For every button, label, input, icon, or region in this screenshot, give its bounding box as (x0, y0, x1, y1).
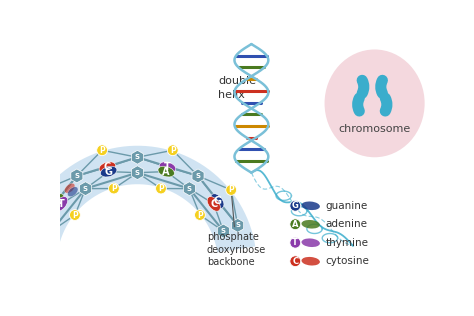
Ellipse shape (50, 200, 59, 210)
Text: S: S (49, 228, 54, 234)
Ellipse shape (41, 247, 51, 258)
Ellipse shape (31, 224, 40, 235)
Text: G: G (105, 167, 113, 177)
Polygon shape (218, 224, 229, 238)
Text: T: T (58, 199, 64, 209)
Ellipse shape (54, 203, 63, 212)
Ellipse shape (46, 229, 55, 240)
Ellipse shape (40, 240, 45, 247)
Polygon shape (19, 146, 255, 252)
Text: A: A (292, 220, 299, 229)
Circle shape (290, 237, 301, 248)
Text: C: C (210, 199, 218, 209)
Text: G: G (292, 201, 299, 210)
Text: thymine: thymine (325, 238, 368, 248)
Ellipse shape (99, 162, 116, 173)
Circle shape (70, 210, 80, 220)
Ellipse shape (26, 245, 35, 256)
Ellipse shape (55, 197, 68, 211)
Ellipse shape (47, 226, 56, 236)
Circle shape (97, 145, 108, 156)
Polygon shape (183, 182, 195, 196)
Text: phosphate
deoxyribose
backbone: phosphate deoxyribose backbone (207, 193, 266, 267)
Text: S: S (74, 173, 79, 179)
Text: P: P (197, 210, 203, 220)
Ellipse shape (100, 166, 117, 177)
Text: A: A (163, 167, 170, 177)
Circle shape (155, 183, 166, 194)
Ellipse shape (64, 183, 75, 193)
Ellipse shape (27, 241, 36, 252)
Ellipse shape (45, 222, 51, 231)
Ellipse shape (33, 220, 42, 231)
Text: S: S (196, 173, 201, 179)
Ellipse shape (42, 244, 51, 254)
Text: S: S (235, 222, 240, 228)
Text: S: S (221, 228, 226, 234)
Text: guanine: guanine (325, 201, 367, 211)
Text: T: T (292, 238, 298, 247)
Circle shape (290, 200, 301, 211)
Text: T: T (164, 162, 171, 172)
Text: P: P (99, 146, 105, 155)
Text: S: S (187, 185, 192, 191)
Circle shape (226, 185, 237, 195)
Ellipse shape (45, 233, 54, 243)
Text: P: P (41, 185, 46, 194)
Polygon shape (232, 218, 244, 232)
Ellipse shape (51, 194, 64, 208)
Text: G: G (213, 196, 221, 206)
Text: double
helix: double helix (219, 76, 256, 100)
Ellipse shape (67, 187, 78, 197)
Ellipse shape (301, 202, 320, 210)
Polygon shape (71, 169, 83, 183)
Text: S: S (135, 170, 140, 176)
Polygon shape (131, 166, 144, 179)
Ellipse shape (26, 250, 35, 260)
Text: P: P (111, 184, 117, 193)
Ellipse shape (40, 220, 46, 229)
Text: S: S (135, 154, 140, 160)
Text: P: P (158, 184, 164, 193)
Ellipse shape (301, 257, 320, 265)
Ellipse shape (41, 251, 50, 262)
Polygon shape (46, 224, 57, 238)
Polygon shape (80, 182, 91, 196)
Ellipse shape (43, 240, 52, 251)
Ellipse shape (43, 236, 53, 247)
Circle shape (167, 145, 178, 156)
Polygon shape (131, 150, 144, 164)
Polygon shape (31, 218, 43, 232)
Text: S: S (35, 222, 40, 228)
Text: adenine: adenine (325, 219, 367, 229)
Ellipse shape (207, 197, 220, 211)
Text: C: C (292, 257, 298, 266)
Ellipse shape (325, 50, 425, 157)
Circle shape (109, 183, 119, 194)
Text: P: P (228, 185, 234, 194)
Circle shape (290, 219, 301, 230)
Circle shape (290, 256, 301, 267)
Text: A: A (54, 196, 61, 206)
Ellipse shape (28, 233, 38, 243)
Polygon shape (192, 169, 204, 183)
Circle shape (194, 210, 205, 220)
Circle shape (38, 185, 49, 195)
Text: P: P (170, 146, 176, 155)
Ellipse shape (159, 162, 176, 173)
Ellipse shape (301, 239, 320, 247)
Ellipse shape (30, 228, 39, 239)
Ellipse shape (158, 166, 174, 177)
Text: C: C (104, 162, 111, 172)
Text: chromosome: chromosome (338, 124, 410, 134)
Text: cytosine: cytosine (325, 256, 369, 266)
Text: P: P (72, 210, 78, 220)
Ellipse shape (27, 237, 37, 247)
Ellipse shape (211, 194, 224, 208)
Ellipse shape (35, 239, 40, 246)
Ellipse shape (301, 220, 320, 228)
Text: S: S (83, 185, 88, 191)
